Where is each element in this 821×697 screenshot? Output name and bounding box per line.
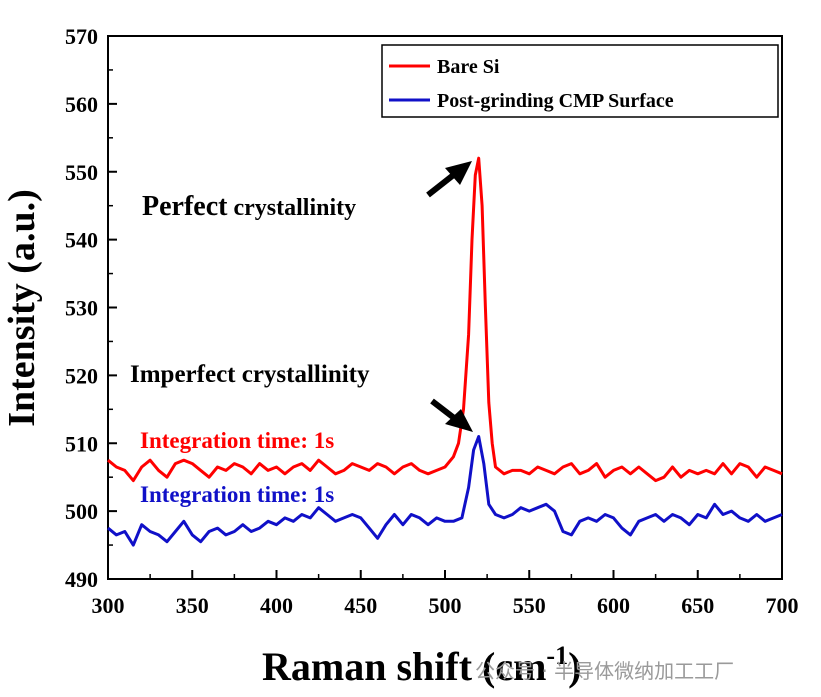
annotation-perfect-arrow-shaft — [426, 170, 458, 198]
annotation-perfect-arrow-head — [445, 161, 472, 185]
y-tick-label: 560 — [65, 92, 98, 117]
series-layer — [107, 156, 783, 547]
y-axis-title: Intensity (a.u.) — [1, 189, 43, 427]
legend-box — [381, 44, 779, 118]
series-line-cmp-surface — [107, 435, 783, 547]
x-tick-label: 600 — [597, 593, 630, 618]
watermark-text: 公众号 · 半导体微纳加工工厂 — [475, 659, 734, 683]
x-tick-label: 650 — [681, 593, 714, 618]
y-tick-label: 510 — [65, 431, 98, 456]
x-tick-label: 400 — [260, 593, 293, 618]
annotation-imperfect-arrow-head — [445, 409, 473, 432]
y-tick-label: 530 — [65, 296, 98, 321]
y-tick-label: 490 — [65, 567, 98, 592]
annotation-imperfect: Imperfect crystallinity — [130, 361, 473, 432]
integration-label-cmp-surface: Integration time: 1s — [140, 482, 334, 507]
y-tick-label: 550 — [65, 160, 98, 185]
y-tick-label: 570 — [65, 24, 98, 49]
y-axis: 490 500 510 520 530 540 550 560 570 — [65, 24, 117, 592]
integration-label-bare-si: Integration time: 1s — [140, 428, 334, 453]
y-tick-label: 540 — [65, 228, 98, 253]
x-tick-label: 550 — [513, 593, 546, 618]
series-line-bare-si — [107, 156, 783, 483]
y-tick-label: 520 — [65, 363, 98, 388]
legend-label-cmp-surface: Post-grinding CMP Surface — [437, 90, 674, 112]
x-axis: 300 350 400 450 500 550 600 650 700 — [92, 570, 799, 618]
x-tick-label: 350 — [176, 593, 209, 618]
annotation-imperfect-text: Imperfect crystallinity — [130, 361, 370, 388]
annotation-perfect-text: Perfect crystallinity — [142, 191, 356, 222]
y-tick-label: 500 — [65, 499, 98, 524]
legend-label-bare-si: Bare Si — [437, 56, 500, 78]
legend: Bare Si Post-grinding CMP Surface — [381, 44, 779, 118]
x-tick-label: 500 — [429, 593, 462, 618]
x-tick-label: 300 — [92, 593, 125, 618]
annotation-perfect: Perfect crystallinity — [142, 161, 472, 222]
x-tick-label: 700 — [766, 593, 799, 618]
x-tick-label: 450 — [344, 593, 377, 618]
x-axis-title: Raman shift (cm-1) — [262, 641, 581, 689]
